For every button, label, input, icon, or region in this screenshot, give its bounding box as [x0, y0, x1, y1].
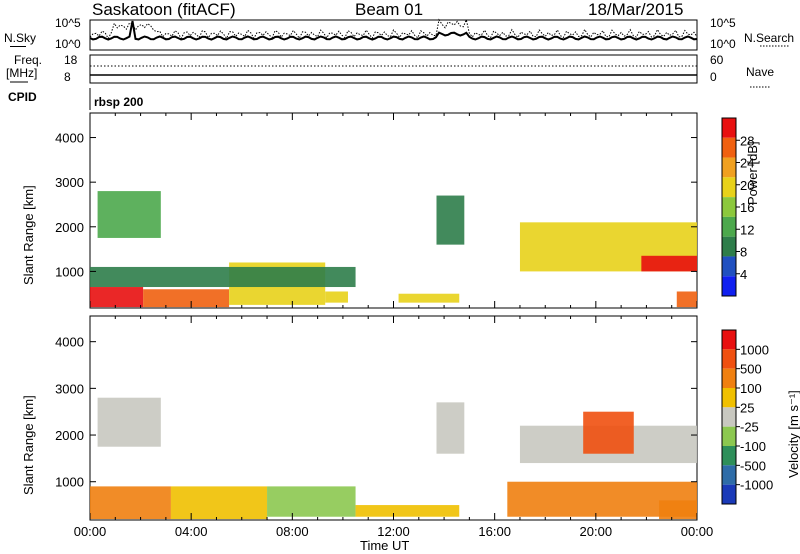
power-data-region [90, 287, 144, 308]
freq-tick-top: 18 [64, 53, 78, 67]
velocity-colorbar-segment [722, 388, 736, 408]
time-xtick-label: 08:00 [276, 524, 309, 539]
power-data-region [325, 291, 348, 303]
beam-title: Beam 01 [355, 0, 424, 19]
power-colorbar-segment [722, 256, 736, 277]
velocity-colorbar-tick-label: -500 [740, 458, 766, 473]
velocity-data-region [90, 486, 171, 520]
nave-tick-top: 60 [710, 53, 724, 67]
velocity-colorbar-segment [722, 330, 736, 350]
velocity-colorbar-tick-label: -100 [740, 439, 766, 454]
velocity-data-region [583, 411, 634, 454]
velocity-data-region [267, 486, 356, 517]
power-colorbar-tick-label: 12 [740, 222, 754, 237]
time-xtick-label: 00:00 [74, 524, 107, 539]
nave-tick-bottom: 0 [710, 70, 717, 84]
power-data-region [676, 291, 697, 308]
velocity-colorbar-frame [721, 329, 737, 505]
nsearch-tick-bottom: 10^0 [710, 37, 736, 51]
freq-tick-bottom: 8 [64, 70, 71, 84]
velocity-colorbar-tick-label: 100 [740, 381, 762, 396]
power-colorbar-segment [722, 118, 736, 138]
time-xtick-label: 12:00 [377, 524, 410, 539]
date-title: 18/Mar/2015 [588, 0, 684, 19]
power-colorbar-segment [722, 236, 736, 257]
power-colorbar-tick-label: 28 [740, 133, 754, 148]
nave-label: Nave [746, 65, 775, 79]
power-data-region [143, 289, 230, 308]
power-ytick-label: 2000 [55, 220, 84, 235]
velocity-data-region [659, 500, 697, 520]
power-data-region [398, 293, 460, 303]
time-xtick-label: 16:00 [478, 524, 511, 539]
power-data-region [90, 266, 356, 288]
velocity-data-region [436, 402, 465, 454]
power-data-region [97, 191, 161, 238]
velocity-colorbar-tick-label: 25 [740, 400, 754, 415]
power-ytick-label: 1000 [55, 264, 84, 279]
nsky-tick-top: 10^5 [55, 16, 81, 30]
velocity-ytick-label: 4000 [55, 335, 84, 350]
nsky-label: N.Sky [4, 31, 37, 45]
power-colorbar-tick-label: 4 [740, 267, 747, 282]
power-colorbar-tick-label: 8 [740, 245, 747, 260]
nsearch-trace [89, 18, 698, 40]
velocity-data-region [97, 397, 161, 447]
velocity-colorbar-segment [722, 368, 736, 388]
velocity-colorbar-tick-label: -25 [740, 420, 759, 435]
freq-panel-frame [89, 54, 698, 84]
power-ytick-label: 4000 [55, 131, 84, 146]
cpid-label: CPID [8, 90, 37, 104]
power-colorbar-tick-label: 20 [740, 178, 754, 193]
velocity-colorbar-tick-label: 500 [740, 362, 762, 377]
velocity-ytick-label: 3000 [55, 381, 84, 396]
freq-label-line1: Freq. [14, 53, 43, 67]
power-data-region [436, 195, 465, 245]
time-xtick-label: 04:00 [175, 524, 208, 539]
power-colorbar-segment [722, 177, 736, 198]
velocity-ytick-label: 2000 [55, 428, 84, 443]
time-xtick-label: 20:00 [580, 524, 613, 539]
freq-label-line2: [MHz] [6, 66, 38, 80]
velocity-colorbar-segment [722, 484, 736, 504]
velocity-colorbar-tick-label: -1000 [740, 478, 773, 493]
velocity-colorbar-segment [722, 446, 736, 466]
power-colorbar-segment [722, 137, 736, 158]
power-colorbar-tick-label: 16 [740, 200, 754, 215]
nsearch-tick-top: 10^5 [710, 16, 736, 30]
velocity-ytick-label: 1000 [55, 475, 84, 490]
power-colorbar-segment [722, 157, 736, 178]
velocity-xlabel: Time UT [360, 538, 410, 553]
velocity-colorbar-segment [722, 426, 736, 446]
nsky-legend-line [10, 46, 26, 47]
nsky-panel-frame [89, 19, 698, 51]
velocity-data-region [355, 505, 460, 517]
nsky-tick-bottom: 10^0 [55, 37, 81, 51]
power-ytick-label: 3000 [55, 175, 84, 190]
velocity-colorbar-segment [722, 465, 736, 485]
power-data-region [641, 255, 697, 272]
velocity-colorbar-segment [722, 407, 736, 427]
velocity-colorbar-segment [722, 349, 736, 369]
power-colorbar-tick-label: 24 [740, 156, 754, 171]
velocity-data-region [170, 486, 268, 520]
nsearch-label: N.Search [744, 31, 795, 45]
power-colorbar-segment [722, 276, 736, 296]
station-title: Saskatoon (fitACF) [92, 0, 236, 19]
power-colorbar-segment [722, 197, 736, 217]
cpid-value: rbsp 200 [94, 95, 144, 109]
velocity-colorbar-tick-label: 1000 [740, 342, 769, 357]
power-colorbar-segment [722, 216, 736, 237]
nsky-trace [89, 20, 698, 41]
time-xtick-label: 00:00 [681, 524, 714, 539]
